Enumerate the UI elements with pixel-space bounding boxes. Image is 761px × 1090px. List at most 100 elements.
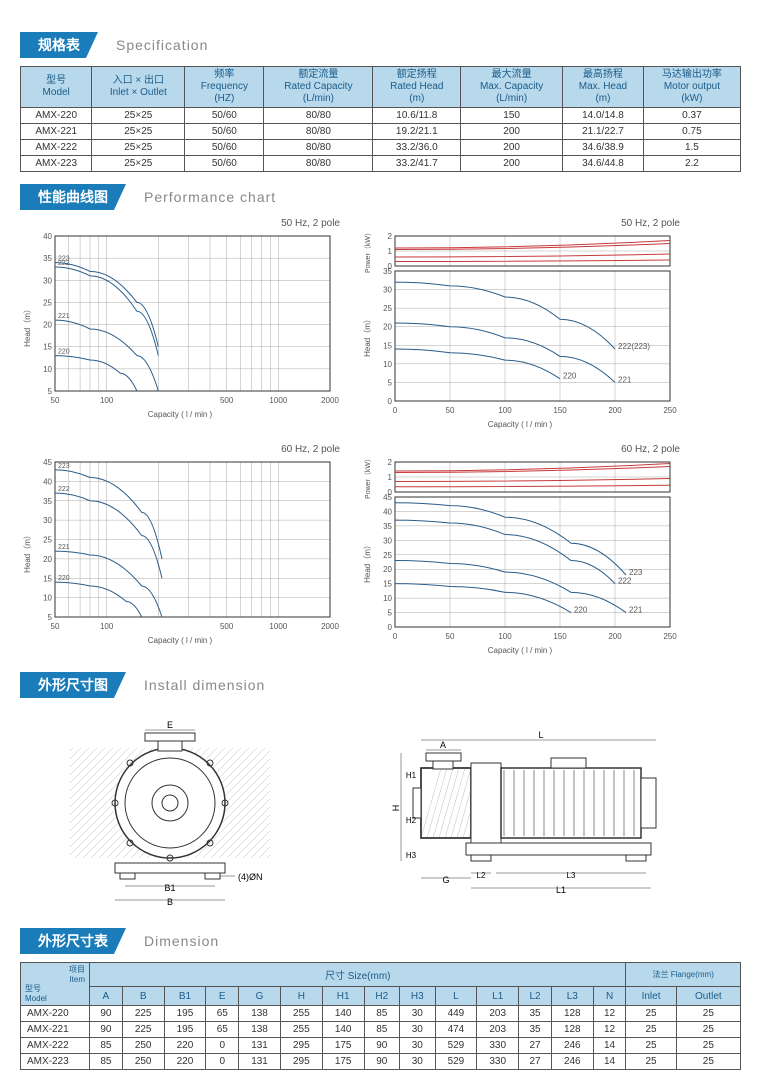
svg-text:0: 0 bbox=[393, 632, 398, 641]
install-header-en: Install dimension bbox=[144, 677, 265, 693]
svg-text:0: 0 bbox=[393, 406, 398, 415]
svg-text:H3: H3 bbox=[406, 851, 417, 860]
svg-text:221: 221 bbox=[629, 606, 643, 615]
svg-text:25: 25 bbox=[383, 551, 392, 560]
spec-col-maxCap: 最大流量Max. Capacity(L/min) bbox=[461, 67, 563, 108]
svg-text:Power（kW）: Power（kW） bbox=[364, 231, 372, 273]
chart-50hz-right: 50 Hz, 2 pole 012Power（kW）05101520253035… bbox=[360, 218, 680, 434]
svg-text:45: 45 bbox=[43, 458, 52, 467]
spec-col-motor: 马达输出功率Motor output(kW) bbox=[643, 67, 740, 108]
svg-text:Head（m）: Head（m） bbox=[23, 531, 32, 573]
svg-text:10: 10 bbox=[43, 594, 52, 603]
svg-text:20: 20 bbox=[383, 565, 392, 574]
svg-text:2: 2 bbox=[388, 232, 393, 241]
section-header-dim: 外形尺寸表 Dimension bbox=[20, 928, 741, 954]
dim-row: AMX-223852502200131295175903052933027246… bbox=[21, 1054, 741, 1070]
svg-text:40: 40 bbox=[383, 507, 392, 516]
svg-text:1: 1 bbox=[388, 473, 393, 482]
perf-header-cn: 性能曲线图 bbox=[20, 184, 126, 210]
spec-row: AMX-22025×2550/6080/8010.6/11.815014.0/1… bbox=[21, 108, 741, 124]
svg-text:(4)ØN: (4)ØN bbox=[238, 872, 263, 882]
spec-row: AMX-22225×2550/6080/8033.2/36.020034.6/3… bbox=[21, 140, 741, 156]
svg-text:221: 221 bbox=[58, 313, 70, 320]
svg-text:B: B bbox=[167, 897, 173, 907]
svg-text:30: 30 bbox=[383, 286, 392, 295]
svg-text:220: 220 bbox=[563, 372, 577, 381]
svg-text:220: 220 bbox=[574, 606, 588, 615]
svg-text:30: 30 bbox=[383, 536, 392, 545]
svg-text:30: 30 bbox=[43, 516, 52, 525]
spec-header-en: Specification bbox=[116, 37, 208, 53]
svg-text:50: 50 bbox=[51, 622, 60, 631]
spec-col-freq: 频率Frequency(HZ) bbox=[185, 67, 264, 108]
svg-text:0: 0 bbox=[388, 397, 393, 406]
svg-text:220: 220 bbox=[58, 349, 70, 356]
svg-text:Capacity ( l / min ): Capacity ( l / min ) bbox=[148, 636, 213, 645]
dim-row: AMX-221902251956513825514085304742033512… bbox=[21, 1022, 741, 1038]
svg-text:223: 223 bbox=[629, 568, 643, 577]
spec-header-cn: 规格表 bbox=[20, 32, 98, 58]
spec-row: AMX-22325×2550/6080/8033.2/41.720034.6/4… bbox=[21, 156, 741, 172]
dim-header-en: Dimension bbox=[144, 933, 219, 949]
svg-text:10: 10 bbox=[383, 360, 392, 369]
dim-header-cn: 外形尺寸表 bbox=[20, 928, 126, 954]
svg-text:15: 15 bbox=[43, 343, 52, 352]
svg-text:500: 500 bbox=[220, 622, 234, 631]
svg-text:0: 0 bbox=[388, 623, 393, 632]
svg-text:Power（kW）: Power（kW） bbox=[364, 457, 372, 499]
spec-col-model: 型号Model bbox=[21, 67, 92, 108]
install-header-cn: 外形尺寸图 bbox=[20, 672, 126, 698]
svg-text:50: 50 bbox=[446, 632, 455, 641]
svg-text:221: 221 bbox=[618, 375, 632, 384]
svg-text:H1: H1 bbox=[406, 771, 417, 780]
spec-table: 型号Model入口 × 出口Inlet × Outlet频率Frequency(… bbox=[20, 66, 741, 172]
svg-text:222: 222 bbox=[58, 486, 70, 493]
chart-50hz-left: 50 Hz, 2 pole 51015202530354050100500100… bbox=[20, 218, 340, 434]
svg-text:15: 15 bbox=[383, 580, 392, 589]
svg-text:A: A bbox=[440, 740, 446, 750]
svg-text:10: 10 bbox=[383, 594, 392, 603]
svg-text:35: 35 bbox=[383, 267, 392, 276]
svg-text:Head（m）: Head（m） bbox=[23, 305, 32, 347]
svg-text:150: 150 bbox=[553, 632, 567, 641]
svg-text:L3: L3 bbox=[566, 871, 575, 880]
svg-text:40: 40 bbox=[43, 232, 52, 241]
svg-text:100: 100 bbox=[100, 396, 114, 405]
svg-text:222: 222 bbox=[58, 260, 70, 267]
svg-text:50: 50 bbox=[51, 396, 60, 405]
svg-text:25: 25 bbox=[43, 536, 52, 545]
svg-text:200: 200 bbox=[608, 632, 622, 641]
svg-text:50: 50 bbox=[446, 406, 455, 415]
svg-text:H: H bbox=[391, 805, 401, 812]
dim-col-model: 项目Item型号Model bbox=[21, 963, 90, 1006]
svg-text:20: 20 bbox=[43, 321, 52, 330]
svg-text:1: 1 bbox=[388, 247, 393, 256]
spec-col-ratedHead: 额定扬程Rated Head(m) bbox=[373, 67, 461, 108]
section-header-perf: 性能曲线图 Performance chart bbox=[20, 184, 741, 210]
svg-text:250: 250 bbox=[663, 406, 677, 415]
spec-row: AMX-22125×2550/6080/8019.2/21.120021.1/2… bbox=[21, 124, 741, 140]
svg-text:E: E bbox=[167, 720, 173, 730]
svg-text:220: 220 bbox=[58, 575, 70, 582]
svg-text:200: 200 bbox=[608, 406, 622, 415]
svg-text:5: 5 bbox=[48, 387, 53, 396]
svg-text:25: 25 bbox=[383, 304, 392, 313]
svg-text:40: 40 bbox=[43, 477, 52, 486]
svg-text:223: 223 bbox=[58, 463, 70, 470]
svg-text:Head（m）: Head（m） bbox=[363, 541, 372, 583]
svg-text:L2: L2 bbox=[476, 871, 485, 880]
svg-text:35: 35 bbox=[43, 254, 52, 263]
svg-text:5: 5 bbox=[48, 613, 53, 622]
dim-row: AMX-220902251956513825514085304492033512… bbox=[21, 1006, 741, 1022]
svg-text:5: 5 bbox=[388, 378, 393, 387]
svg-text:5: 5 bbox=[388, 609, 393, 618]
svg-text:1000: 1000 bbox=[269, 396, 287, 405]
svg-text:20: 20 bbox=[383, 323, 392, 332]
svg-text:35: 35 bbox=[43, 497, 52, 506]
svg-text:221: 221 bbox=[58, 544, 70, 551]
svg-text:1000: 1000 bbox=[269, 622, 287, 631]
svg-text:Capacity ( l / min ): Capacity ( l / min ) bbox=[148, 410, 213, 419]
svg-text:15: 15 bbox=[43, 574, 52, 583]
svg-text:30: 30 bbox=[43, 276, 52, 285]
svg-text:45: 45 bbox=[383, 493, 392, 502]
